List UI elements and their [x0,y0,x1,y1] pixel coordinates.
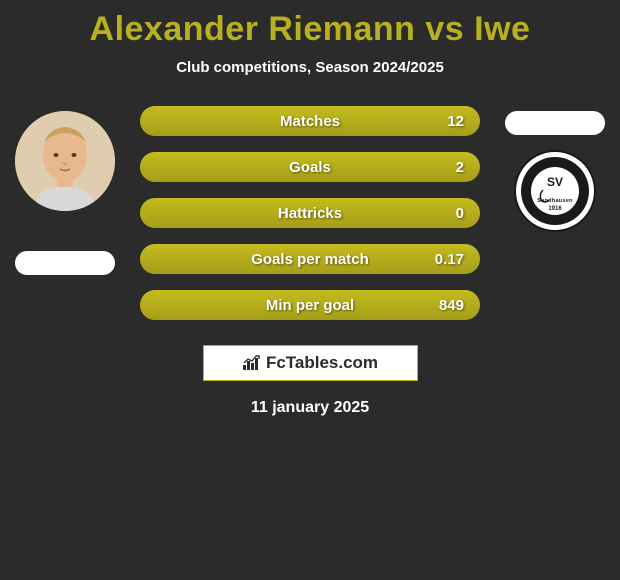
stat-value: 0 [456,205,464,222]
stat-row: Hattricks 0 [140,198,480,228]
stat-label: Hattricks [278,205,342,222]
club-logo-left [15,251,115,275]
brand-badge: FcTables.com [203,345,418,381]
brand-text: FcTables.com [242,353,378,373]
left-player-column [10,106,120,275]
player-avatar-left [15,111,115,211]
brand-label: FcTables.com [266,353,378,373]
page-title: Alexander Riemann vs Iwe [0,0,620,49]
stat-label: Matches [280,113,340,130]
face-icon [15,111,115,211]
svg-text:1916: 1916 [548,206,562,212]
stat-row: Min per goal 849 [140,290,480,320]
barchart-icon [242,355,262,371]
stats-list: Matches 12 Goals 2 Hattricks 0 Goals per… [140,106,480,320]
stat-value: 2 [456,159,464,176]
stat-row: Matches 12 [140,106,480,136]
club-logo-right-placeholder [505,111,605,135]
stat-row: Goals 2 [140,152,480,182]
stat-row: Goals per match 0.17 [140,244,480,274]
stat-value: 12 [447,113,464,130]
stat-label: Min per goal [266,297,354,314]
content-area: SV Sandhausen 1916 Matches 12 Goals 2 Ha… [0,106,620,417]
svg-text:Sandhausen: Sandhausen [537,198,573,204]
shield-icon: SV Sandhausen 1916 [505,150,605,232]
stat-label: Goals [289,159,331,176]
club-badge-right: SV Sandhausen 1916 [505,150,605,232]
date-text: 11 january 2025 [0,399,620,417]
subtitle: Club competitions, Season 2024/2025 [0,59,620,76]
right-player-column: SV Sandhausen 1916 [500,106,610,232]
svg-text:SV: SV [547,175,563,189]
stat-label: Goals per match [251,251,369,268]
stat-value: 0.17 [435,251,464,268]
stat-value: 849 [439,297,464,314]
